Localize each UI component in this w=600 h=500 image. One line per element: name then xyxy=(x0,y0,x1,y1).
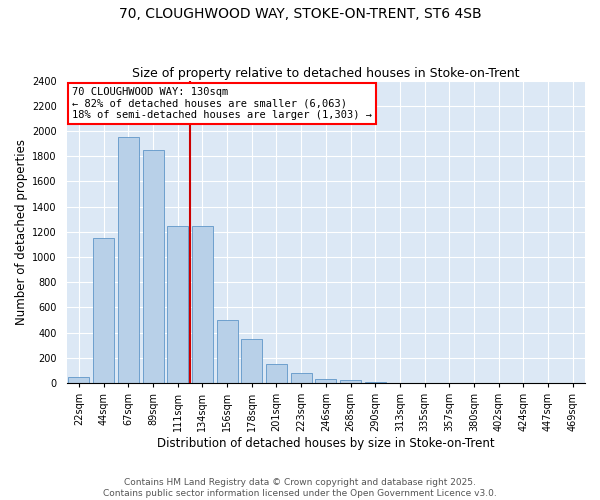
Bar xyxy=(192,226,213,383)
Title: Size of property relative to detached houses in Stoke-on-Trent: Size of property relative to detached ho… xyxy=(132,66,520,80)
Bar xyxy=(241,339,262,383)
Bar xyxy=(340,380,361,383)
Y-axis label: Number of detached properties: Number of detached properties xyxy=(15,139,28,325)
Bar xyxy=(118,138,139,383)
Text: 70, CLOUGHWOOD WAY, STOKE-ON-TRENT, ST6 4SB: 70, CLOUGHWOOD WAY, STOKE-ON-TRENT, ST6 … xyxy=(119,8,481,22)
Bar xyxy=(68,376,89,383)
Bar xyxy=(167,226,188,383)
Bar xyxy=(93,238,114,383)
Text: 70 CLOUGHWOOD WAY: 130sqm
← 82% of detached houses are smaller (6,063)
18% of se: 70 CLOUGHWOOD WAY: 130sqm ← 82% of detac… xyxy=(72,86,372,120)
Bar xyxy=(290,373,311,383)
Bar xyxy=(365,382,386,383)
X-axis label: Distribution of detached houses by size in Stoke-on-Trent: Distribution of detached houses by size … xyxy=(157,437,494,450)
Bar xyxy=(316,378,337,383)
Bar xyxy=(143,150,164,383)
Text: Contains HM Land Registry data © Crown copyright and database right 2025.
Contai: Contains HM Land Registry data © Crown c… xyxy=(103,478,497,498)
Bar xyxy=(266,364,287,383)
Bar xyxy=(217,320,238,383)
